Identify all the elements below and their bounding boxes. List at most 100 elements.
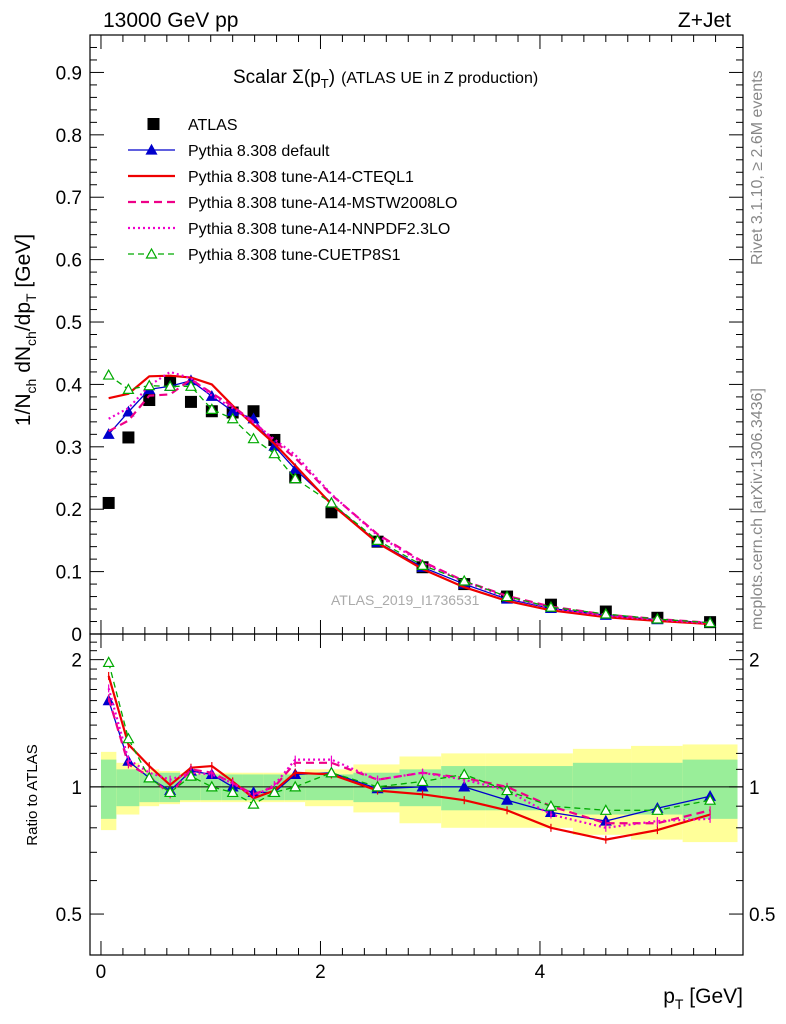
series-marker	[184, 380, 197, 391]
series-line-4	[108, 370, 711, 625]
legend-swatch	[147, 118, 160, 130]
legend-entry: Pythia 8.308 tune-A14-CTEQL1	[128, 169, 414, 186]
series-line-5	[108, 374, 711, 624]
ratio-tick-label-left: 0.5	[56, 905, 82, 926]
ratio-marker	[184, 769, 197, 781]
series-marker	[325, 496, 338, 508]
inner-band-bin	[572, 762, 632, 815]
ratio-marker	[164, 786, 177, 798]
ratio-marker	[205, 780, 218, 792]
ratio-marker	[704, 793, 717, 805]
ratio-tick-label-left: 1	[71, 778, 82, 799]
legend-entry: Pythia 8.308 tune-A14-MSTW2008LO	[128, 195, 457, 212]
ratio-marker	[501, 784, 514, 796]
atlas-data-point	[143, 394, 156, 407]
series-marker	[164, 380, 177, 391]
ratio-frame	[89, 633, 744, 956]
series-marker	[143, 379, 156, 391]
series-marker	[501, 590, 514, 602]
ratio-marker	[102, 656, 115, 668]
ratio-marker	[501, 793, 514, 805]
ratio-marker	[416, 775, 429, 787]
ratio-marker	[268, 786, 281, 798]
ratio-marker	[226, 786, 239, 798]
x-tick-label: 0	[96, 962, 107, 983]
series-marker	[371, 534, 384, 546]
ratio-marker	[143, 771, 156, 783]
series-marker	[226, 412, 239, 424]
chart-title: Scalar Σ(pT) (ATLAS UE in Z production)	[233, 67, 538, 91]
header-right: Z+Jet	[678, 9, 731, 32]
legend-label: Pythia 8.308 tune-A14-CTEQL1	[188, 169, 414, 186]
series-marker	[704, 616, 717, 628]
ratio-marker	[371, 780, 384, 792]
ratio-y-axis-label: Ratio to ATLAS	[24, 744, 41, 845]
y-tick-label: 0.8	[56, 126, 82, 147]
legend-entry: Pythia 8.308 tune-CUETP8S1	[128, 247, 401, 264]
y-tick-label: 0.2	[56, 500, 82, 521]
series-marker	[268, 447, 281, 459]
ratio-marker	[122, 732, 135, 744]
series-line-3	[108, 378, 711, 624]
y-tick-label: 0	[71, 625, 82, 646]
series-marker	[102, 368, 115, 380]
ratio-tick-label-right: 0.5	[749, 905, 775, 926]
ratio-marker	[544, 799, 557, 811]
series-marker	[102, 428, 115, 439]
header-left: 13000 GeV pp	[103, 9, 238, 32]
inner-band-bin	[116, 769, 140, 807]
inner-band-bin	[100, 759, 117, 819]
legend-label: Pythia 8.308 tune-CUETP8S1	[188, 247, 401, 264]
legend-label: Pythia 8.308 tune-A14-NNPDF2.3LO	[188, 221, 450, 238]
ratio-tick-label-right: 2	[749, 651, 760, 672]
y-tick-label: 0.1	[56, 563, 82, 584]
series-line-1	[108, 380, 711, 624]
series-marker	[289, 472, 302, 484]
atlas-data-point	[184, 395, 197, 408]
ratio-marker	[599, 804, 612, 815]
series-marker	[122, 383, 135, 395]
mcplots-label: mcplots.cern.ch [arXiv:1306.3436]	[749, 388, 766, 630]
ratio-tick-label-right: 1	[749, 778, 760, 799]
ratio-panel: 0 2 4 0.5 0.5 1 1 2 2	[56, 633, 775, 983]
ratio-marker	[458, 780, 471, 792]
ratio-marker	[325, 766, 338, 778]
rivet-label: Rivet 3.1.10, ≥ 2.6M events	[749, 70, 766, 265]
y-tick-label: 0.9	[56, 63, 82, 84]
atlas-data-point	[325, 506, 338, 519]
legend-label: Pythia 8.308 tune-A14-MSTW2008LO	[188, 195, 457, 212]
series-marker	[247, 432, 260, 444]
series-marker	[599, 607, 612, 619]
series-marker	[544, 600, 557, 612]
series-marker	[122, 405, 135, 417]
atlas-data-point	[247, 405, 260, 418]
x-tick-label: 2	[315, 962, 326, 983]
series-marker	[651, 612, 664, 624]
y-tick-label: 0.3	[56, 438, 82, 459]
series-marker	[416, 559, 429, 570]
legend-label: Pythia 8.308 default	[188, 143, 330, 160]
legend-entry: Pythia 8.308 tune-A14-NNPDF2.3LO	[128, 221, 450, 238]
y-axis-label: 1/Nch dNch/dpT [GeV]	[12, 234, 39, 426]
ratio-marker	[289, 780, 302, 792]
upper-panel: 0 0.1 0.2 0.3 0.4 0.5 0.6 0.7 0.8 0.9	[56, 34, 744, 955]
legend-marker	[145, 247, 158, 259]
atlas-data-point	[102, 496, 115, 509]
legend-entry: ATLAS	[147, 117, 238, 134]
ratio-marker	[247, 797, 260, 809]
y-tick-label: 0.6	[56, 251, 82, 272]
x-axis-label: pT [GeV]	[663, 985, 743, 1012]
series-line-2	[108, 374, 711, 626]
y-tick-label: 0.7	[56, 188, 82, 209]
series-marker	[205, 403, 218, 414]
ratio-tick-label-left: 2	[71, 651, 82, 672]
legend-marker	[145, 143, 158, 155]
legend-entry: Pythia 8.308 default	[128, 143, 330, 160]
legend-label: ATLAS	[188, 117, 238, 134]
x-tick-label: 4	[535, 962, 546, 983]
ratio-marker	[458, 768, 471, 780]
y-tick-label: 0.4	[56, 375, 83, 396]
ratio-marker	[651, 804, 664, 815]
analysis-watermark: ATLAS_2019_I1736531	[331, 592, 480, 608]
